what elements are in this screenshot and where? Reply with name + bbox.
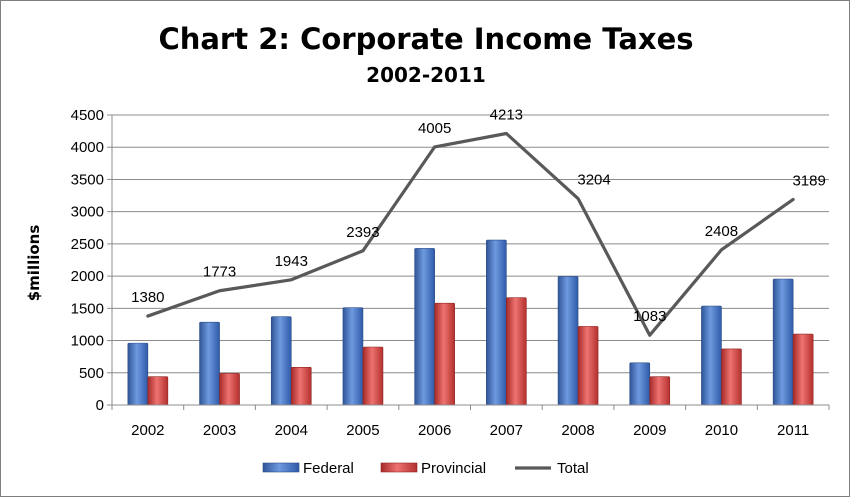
legend-swatch-provincial xyxy=(380,462,418,473)
legend-label-total: Total xyxy=(557,460,589,477)
x-tick-label: 2003 xyxy=(203,422,236,439)
total-data-label: 4213 xyxy=(490,106,523,123)
legend-label-federal: Federal xyxy=(303,460,354,477)
total-data-label: 1943 xyxy=(275,253,308,270)
bar-provincial xyxy=(721,348,742,406)
x-tick-label: 2004 xyxy=(275,422,308,439)
y-axis-label: $millions xyxy=(25,225,43,302)
bar-provincial xyxy=(147,376,169,406)
bar-federal xyxy=(199,321,220,406)
total-data-label: 1773 xyxy=(203,264,236,281)
bar-federal xyxy=(772,278,794,406)
y-tick-label: 1000 xyxy=(71,333,104,350)
axes xyxy=(111,115,830,410)
y-tick-label: 3500 xyxy=(71,171,104,188)
total-line xyxy=(146,131,795,337)
bar-provincial xyxy=(434,302,455,406)
total-data-label: 4005 xyxy=(418,120,451,137)
y-tick-label: 2500 xyxy=(71,236,104,253)
x-tick-labels: 2002 2003 2004 2005 2006 2007 2008 2009 2010 2011 xyxy=(131,422,809,439)
legend: Federal Provincial Total xyxy=(262,460,589,477)
total-data-label: 1083 xyxy=(633,308,666,325)
total-data-label: 3204 xyxy=(577,172,610,189)
bar-provincial xyxy=(506,297,527,406)
bar-provincial xyxy=(290,366,312,406)
bars xyxy=(127,239,814,406)
y-tick-label: 4000 xyxy=(71,139,104,156)
x-tick-label: 2006 xyxy=(418,422,451,439)
bar-federal xyxy=(127,342,149,406)
x-tick-label: 2010 xyxy=(705,422,738,439)
total-data-label: 3189 xyxy=(792,172,825,189)
y-tick-label: 500 xyxy=(79,365,104,382)
y-tick-labels: 0 500 1000 1500 2000 2500 3000 3500 4000 4500 xyxy=(71,107,104,414)
total-data-label: 2408 xyxy=(705,223,738,240)
bar-federal xyxy=(486,239,507,406)
x-tick-label: 2002 xyxy=(131,422,164,439)
x-tick-label: 2008 xyxy=(561,422,594,439)
bar-provincial xyxy=(362,346,384,406)
bar-federal xyxy=(557,276,579,406)
chart-title: Chart 2: Corporate Income Taxes xyxy=(158,22,693,56)
total-data-labels: 1380 1773 1943 2393 4005 4213 3204 1083 2408 3189 xyxy=(131,106,826,325)
legend-swatch-federal xyxy=(262,462,300,473)
gridlines xyxy=(107,114,829,406)
legend-label-provincial: Provincial xyxy=(421,460,486,477)
bar-provincial xyxy=(649,376,671,406)
y-tick-label: 3000 xyxy=(71,204,104,221)
y-tick-label: 0 xyxy=(96,397,104,414)
bar-federal xyxy=(270,316,292,406)
x-tick-label: 2009 xyxy=(633,422,666,439)
bar-provincial xyxy=(219,373,240,406)
x-tick-label: 2011 xyxy=(777,422,809,439)
y-tick-label: 1500 xyxy=(71,300,104,317)
bar-federal xyxy=(701,305,722,406)
total-data-label: 1380 xyxy=(131,289,164,306)
bar-provincial xyxy=(792,333,814,406)
y-tick-label: 4500 xyxy=(71,107,104,124)
bar-federal xyxy=(629,362,651,406)
chart-subtitle: 2002-2011 xyxy=(366,63,486,87)
x-tick-label: 2005 xyxy=(346,422,379,439)
y-tick-label: 2000 xyxy=(71,268,104,285)
bar-federal xyxy=(414,248,435,406)
total-data-label: 2393 xyxy=(346,224,379,241)
total-series-line xyxy=(146,131,795,337)
bar-provincial xyxy=(577,326,599,406)
x-tick-label: 2007 xyxy=(490,422,523,439)
bar-federal xyxy=(342,307,364,406)
